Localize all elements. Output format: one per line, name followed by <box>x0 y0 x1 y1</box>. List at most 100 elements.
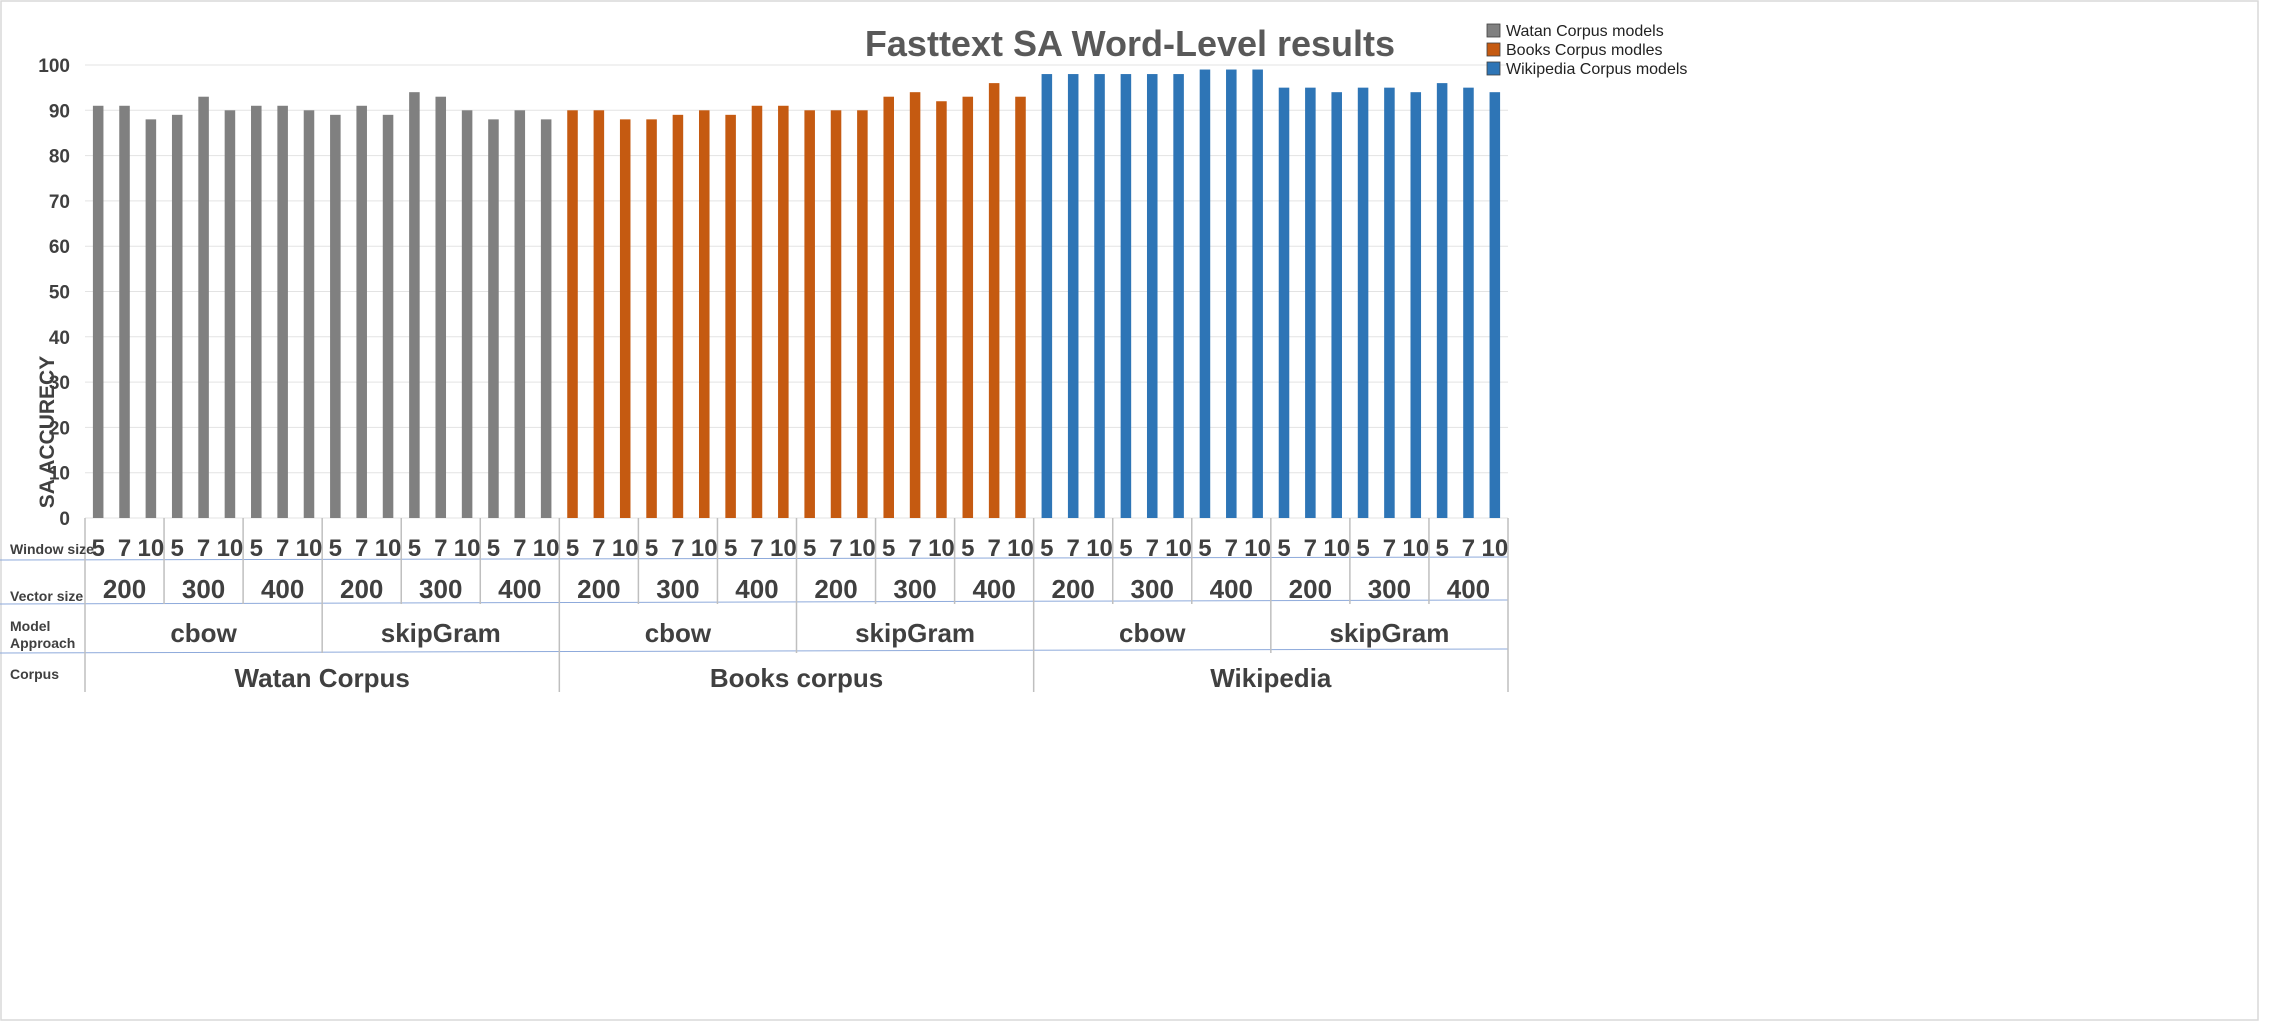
bar-2-16 <box>962 96 974 519</box>
bar-2-11 <box>830 110 842 519</box>
window-size-label: 7 <box>1067 535 1080 562</box>
bar-3-1 <box>1041 74 1053 518</box>
window-size-label: 7 <box>908 535 921 562</box>
window-size-label: 5 <box>1198 535 1211 562</box>
window-size-label: 7 <box>750 535 763 562</box>
bar-3-2 <box>1067 74 1079 518</box>
model-approach-label: cbow <box>170 618 237 648</box>
window-size-label: 7 <box>434 535 447 562</box>
y-tick-label: 40 <box>49 328 70 349</box>
vector-size-label: 300 <box>1368 574 1411 604</box>
bar-1-16 <box>488 119 499 519</box>
y-tick-label: 50 <box>49 283 70 304</box>
bar-2-1 <box>567 110 578 519</box>
window-size-label: 7 <box>513 535 526 562</box>
bar-3-7 <box>1199 69 1211 518</box>
bar-3-5 <box>1146 74 1158 518</box>
y-tick-label: 20 <box>49 418 70 439</box>
window-size-label: 10 <box>1244 535 1271 562</box>
vector-size-label: 300 <box>656 574 699 604</box>
bar-layer <box>92 69 1501 519</box>
bar-3-3 <box>1094 74 1105 518</box>
bar-1-10 <box>330 114 341 518</box>
window-size-label: 7 <box>197 535 210 562</box>
window-size-label: 7 <box>1304 535 1317 562</box>
window-size-label: 10 <box>296 535 323 562</box>
window-size-label: 10 <box>770 535 797 562</box>
vector-size-label: 400 <box>261 574 304 604</box>
legend-label-2: Books Corpus modles <box>1506 42 1663 59</box>
model-approach-label: cbow <box>1119 618 1186 648</box>
window-size-label: 5 <box>91 535 104 562</box>
bar-1-1 <box>92 105 104 519</box>
bar-3-9 <box>1252 69 1263 518</box>
bar-2-14 <box>909 92 921 519</box>
bar-3-17 <box>1463 87 1474 519</box>
window-size-label: 5 <box>645 535 658 562</box>
window-size-label: 5 <box>961 535 974 562</box>
bar-1-12 <box>382 114 394 518</box>
window-size-label: 5 <box>487 535 500 562</box>
window-size-label: 10 <box>138 535 165 562</box>
bar-3-14 <box>1384 87 1395 519</box>
window-size-label: 7 <box>355 535 368 562</box>
bar-3-8 <box>1226 69 1237 518</box>
bar-2-18 <box>1015 96 1026 519</box>
table-row-separator <box>0 556 1509 561</box>
bar-2-7 <box>725 114 736 518</box>
window-size-label: 5 <box>803 535 816 562</box>
y-tick-label: 30 <box>49 373 70 394</box>
corpus-label: Watan Corpus <box>235 663 410 693</box>
model-approach-label: skipGram <box>381 618 501 648</box>
window-size-label: 5 <box>408 535 421 562</box>
window-size-label: 10 <box>375 535 402 562</box>
model-approach-label: skipGram <box>1329 618 1449 648</box>
legend-swatch-2 <box>1486 42 1501 57</box>
chart-title: Fasttext SA Word-Level results <box>865 23 1395 64</box>
model-approach-label: cbow <box>645 618 712 648</box>
bar-2-6 <box>698 110 710 519</box>
bar-2-17 <box>988 83 1000 519</box>
legend: Watan Corpus models Books Corpus modles Wi… <box>1486 23 1687 78</box>
bar-1-15 <box>461 110 473 519</box>
vector-size-label: 400 <box>1447 574 1490 604</box>
bar-3-6 <box>1173 74 1184 518</box>
bar-2-9 <box>778 105 789 519</box>
bar-3-4 <box>1120 74 1132 518</box>
row-label-approach: Approach <box>10 635 75 651</box>
y-axis-label: SA ACCURECY <box>36 356 59 508</box>
bar-1-4 <box>171 114 183 518</box>
bar-2-13 <box>883 96 895 519</box>
vector-size-label: 200 <box>1289 574 1332 604</box>
vector-size-label: 200 <box>340 574 383 604</box>
bar-1-18 <box>540 119 552 519</box>
row-label-corpus: Corpus <box>10 666 59 682</box>
vector-size-label: 200 <box>814 574 857 604</box>
row-label-window: Window size <box>10 541 94 557</box>
bar-1-7 <box>251 105 262 519</box>
window-size-label: 7 <box>1146 535 1159 562</box>
bar-1-3 <box>145 119 157 519</box>
y-tick-label: 0 <box>59 509 70 530</box>
y-tick-label: 90 <box>49 101 70 122</box>
bar-3-11 <box>1305 87 1316 519</box>
legend-swatch-1 <box>1486 23 1501 38</box>
vector-size-label: 400 <box>1210 574 1253 604</box>
window-size-label: 10 <box>1007 535 1034 562</box>
window-size-label: 10 <box>691 535 718 562</box>
window-size-label: 7 <box>1462 535 1475 562</box>
corpus-label: Wikipedia <box>1210 663 1332 693</box>
bar-3-10 <box>1278 87 1290 519</box>
vector-size-label: 300 <box>1131 574 1174 604</box>
bar-3-13 <box>1357 87 1369 519</box>
window-size-label: 10 <box>928 535 955 562</box>
vector-size-label: 300 <box>182 574 225 604</box>
y-tick-label: 10 <box>49 464 70 485</box>
window-size-label: 7 <box>1225 535 1238 562</box>
bar-1-5 <box>198 96 209 519</box>
bar-2-8 <box>751 105 763 519</box>
window-size-label: 10 <box>217 535 244 562</box>
corpus-label: Books corpus <box>710 663 883 693</box>
